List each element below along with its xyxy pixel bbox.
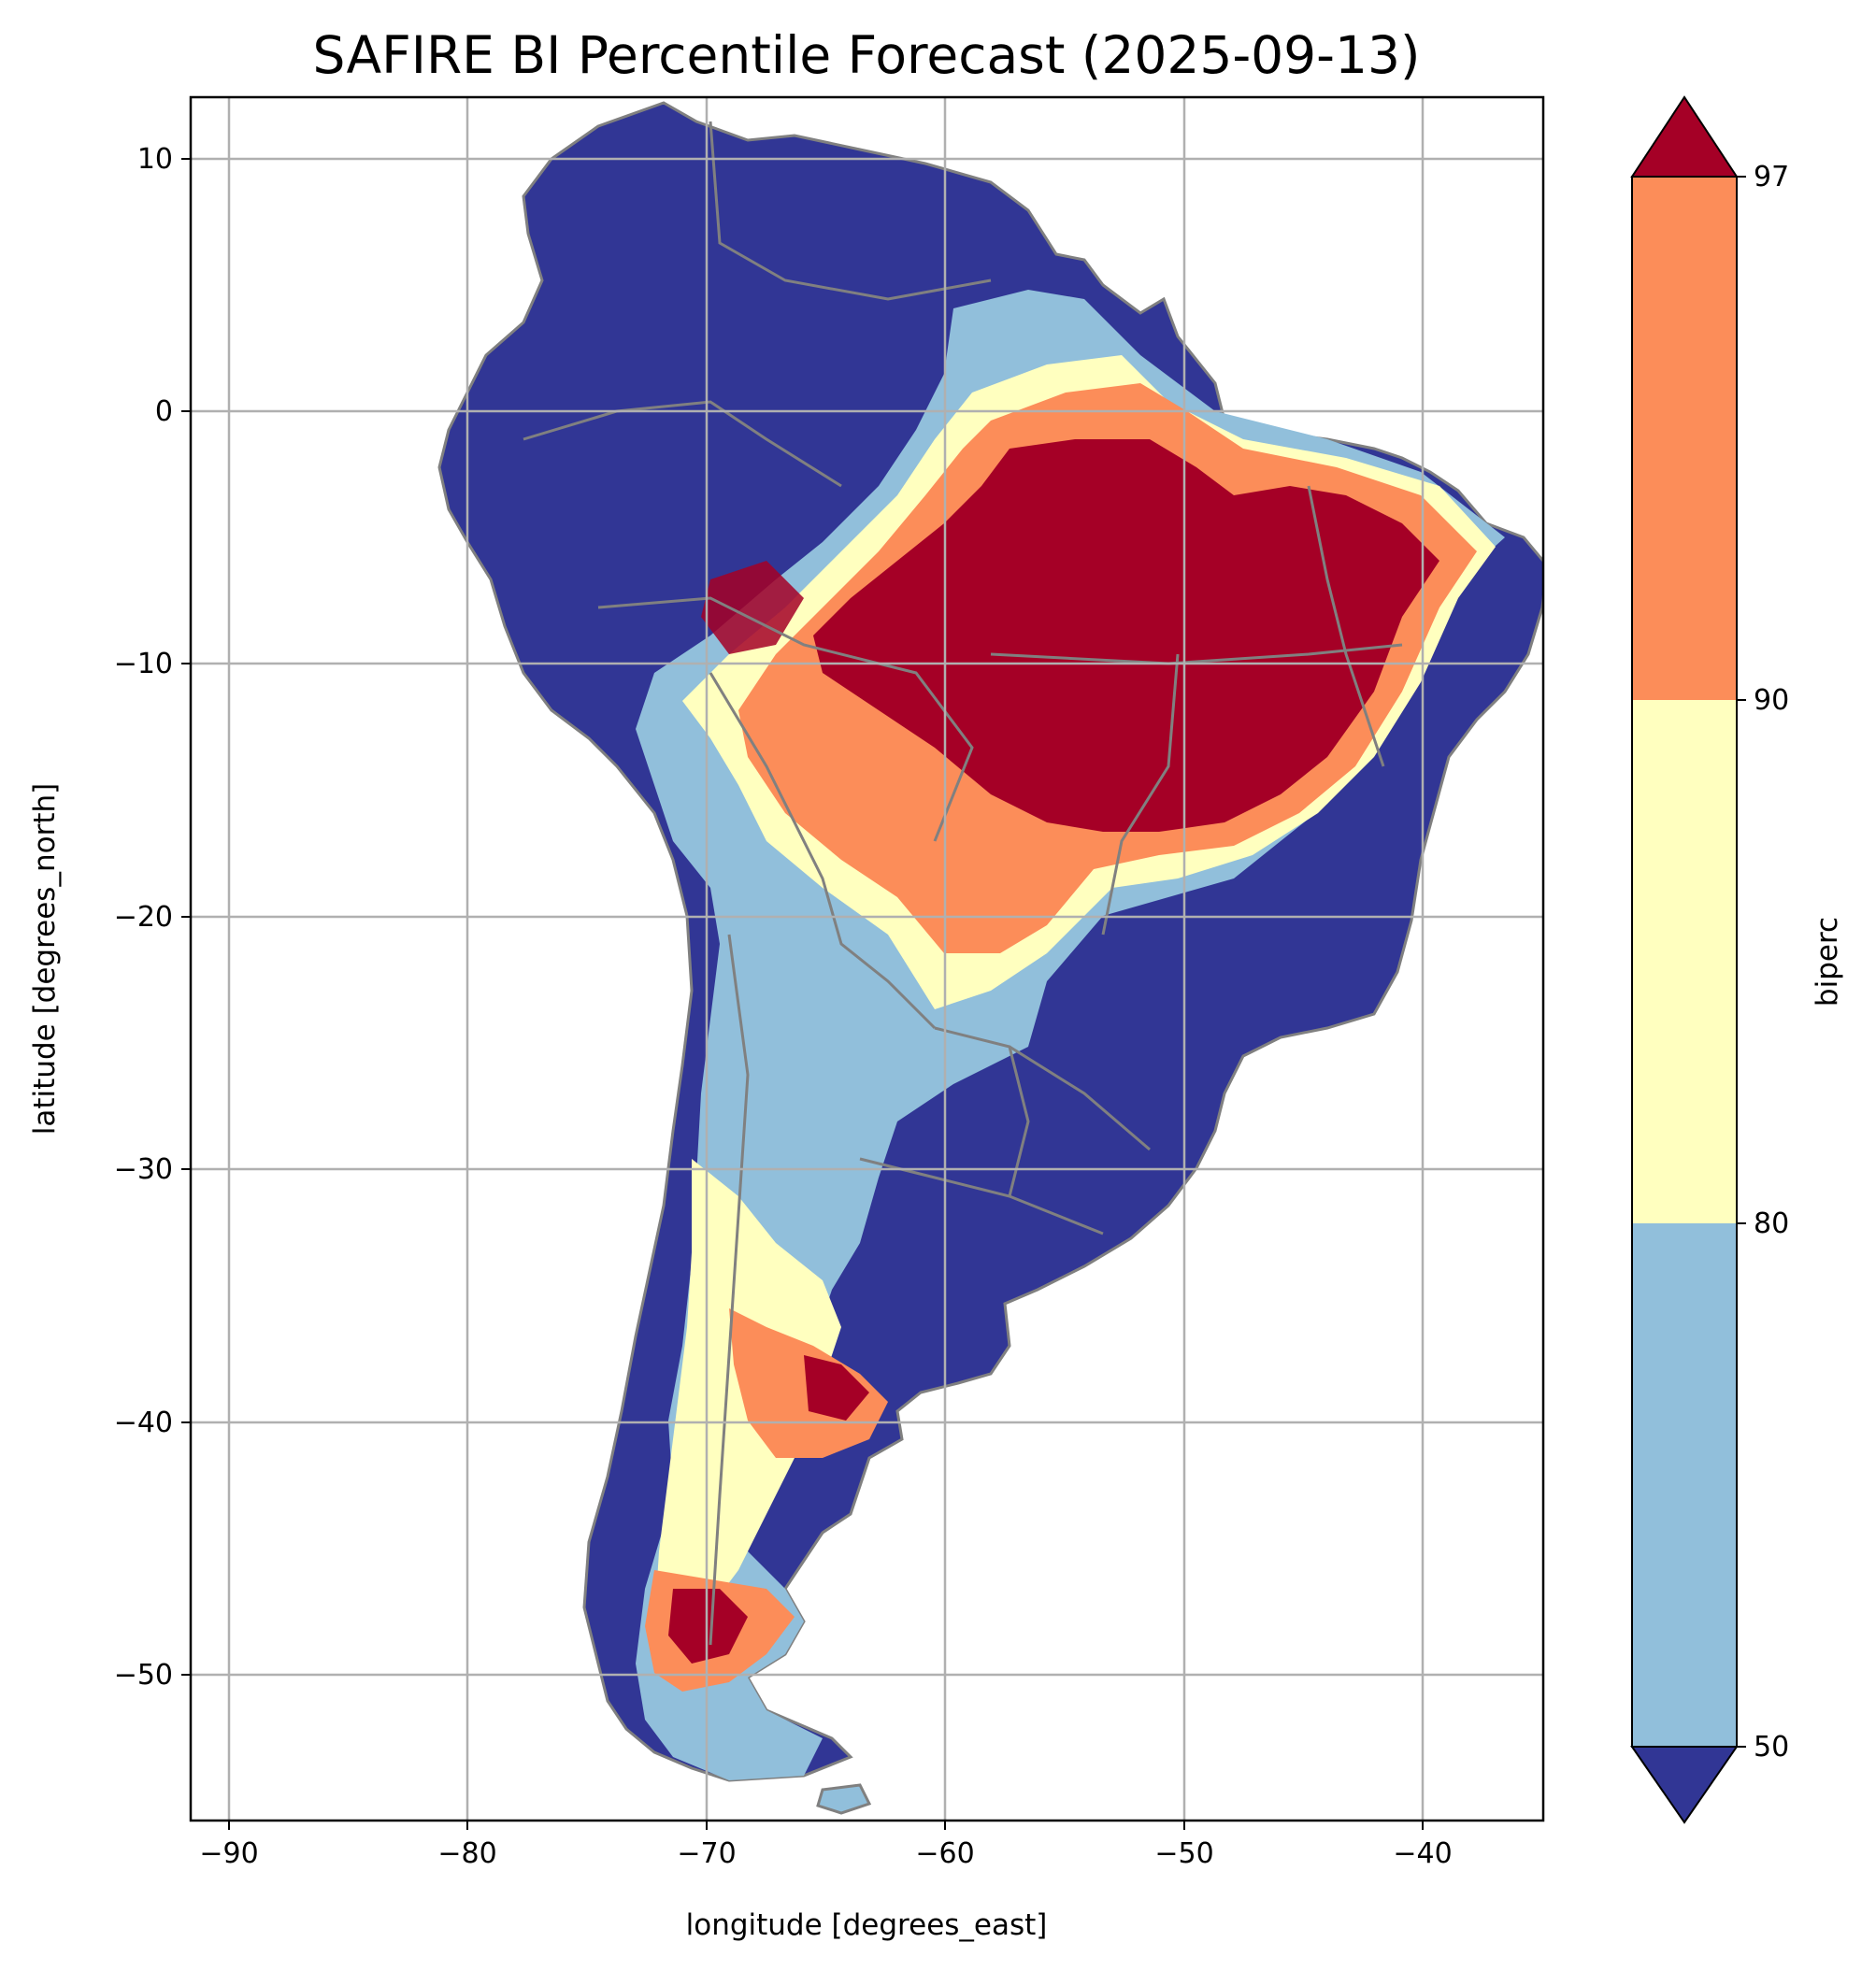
y-axis-label: latitude [degrees_north] (28, 783, 62, 1135)
y-tick-label: −50 (114, 1659, 173, 1692)
region-dark-red-pampas (804, 1355, 869, 1421)
colorbar-tick-label: 97 (1754, 161, 1789, 193)
colorbar-frame (1631, 176, 1738, 1748)
y-ticks (181, 158, 191, 1676)
x-tick-label: −50 (1154, 1837, 1213, 1870)
y-tick-label: 10 (137, 143, 173, 176)
border-line (709, 672, 937, 1030)
map-title: SAFIRE BI Percentile Forecast (2025-09-1… (313, 25, 1421, 85)
country-borders (523, 121, 1403, 1646)
axes-frame (189, 95, 1545, 1822)
map-layer (191, 97, 1543, 1821)
colorbar-extend-max (1630, 95, 1739, 178)
x-tick-label: −90 (199, 1837, 258, 1870)
y-tick-label: −10 (114, 648, 173, 680)
y-tick-label: −30 (114, 1153, 173, 1186)
y-tick-labels: 10 0 −10 −20 −30 −40 −50 (114, 143, 173, 1692)
border-line (1307, 485, 1385, 767)
colorbar-bin-50-80 (1632, 1223, 1737, 1747)
colorbar-extend-min (1630, 1746, 1739, 1824)
border-line (523, 400, 842, 488)
x-ticks (228, 1821, 1424, 1830)
falklands-islands (816, 1783, 872, 1815)
border-line (934, 1026, 1030, 1197)
border-line (1101, 653, 1180, 936)
y-tick-label: 0 (155, 395, 173, 428)
x-tick-label: −60 (915, 1837, 974, 1870)
x-tick-label: −80 (437, 1837, 496, 1870)
border-line (597, 596, 974, 842)
colorbar-tick-labels: 50 80 90 97 (1754, 161, 1789, 1764)
y-tick-label: −40 (114, 1407, 173, 1439)
colorbar-bin-80-90 (1632, 700, 1737, 1223)
border-line (1009, 1045, 1151, 1151)
colorbar-tick-label: 50 (1754, 1731, 1789, 1764)
region-dark-red-patagonia (668, 1589, 748, 1664)
colorbar-tick-label: 90 (1754, 684, 1789, 717)
x-tick-label: −70 (677, 1837, 736, 1870)
colorbar-bin-90-97 (1632, 177, 1737, 700)
x-tick-label: −40 (1393, 1837, 1452, 1870)
region-dark-red (813, 439, 1439, 832)
gridlines (191, 97, 1543, 1821)
border-line (990, 643, 1403, 665)
map-axes: −90 −80 −70 −60 −50 −40 10 0 −10 −20 −30… (28, 95, 1545, 1942)
y-tick-label: −20 (114, 901, 173, 934)
colorbar: 50 80 90 97 biperc (1630, 95, 1844, 1824)
colorbar-ticks (1737, 176, 1746, 1748)
colorbar-label: biperc (1811, 917, 1844, 1007)
x-axis-label: longitude [degrees_east] (686, 1908, 1048, 1942)
border-line (709, 934, 750, 1646)
colorbar-tick-label: 80 (1754, 1207, 1789, 1240)
south-america-landmass (437, 101, 1543, 1815)
border-line (709, 121, 992, 301)
x-tick-labels: −90 −80 −70 −60 −50 −40 (199, 1837, 1452, 1870)
